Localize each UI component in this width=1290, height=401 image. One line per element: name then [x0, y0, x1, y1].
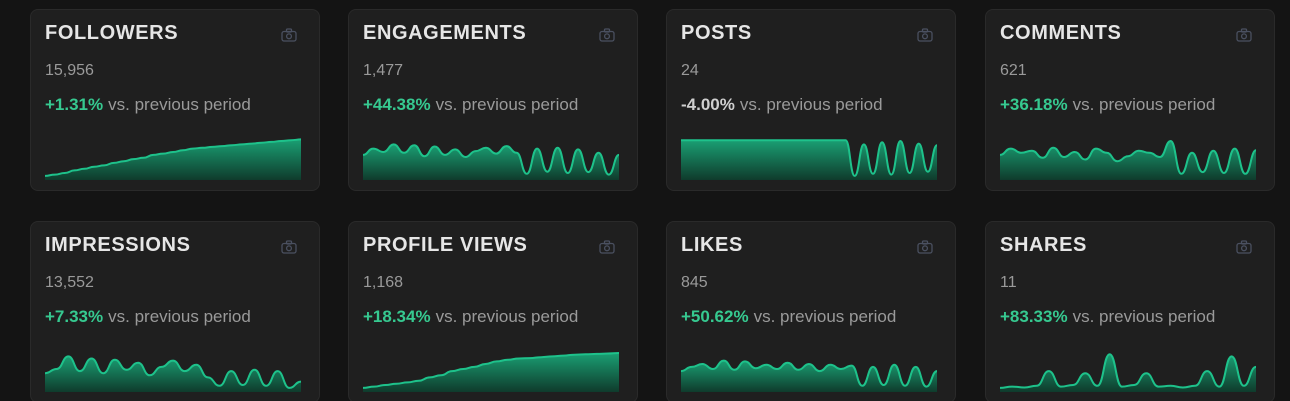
change-row: +36.18% vs. previous period	[1000, 95, 1215, 115]
sparkline-area	[363, 353, 619, 392]
sparkline-line	[45, 355, 301, 389]
metric-value: 845	[681, 274, 708, 291]
change-row: +1.31% vs. previous period	[45, 95, 251, 115]
card-engagements[interactable]: ENGAGEMENTS 1,477 +44.38% vs. previous pe…	[348, 9, 638, 191]
change-suffix: vs. previous period	[753, 307, 897, 326]
sparkline-line	[363, 143, 619, 176]
change-row: +18.34% vs. previous period	[363, 307, 578, 327]
metric-title: LIKES	[681, 234, 743, 256]
metric-value: 24	[681, 62, 699, 79]
change-suffix: vs. previous period	[108, 307, 251, 326]
metric-value: 1,168	[363, 274, 404, 291]
metric-title: POSTS	[681, 22, 752, 44]
change-suffix: vs. previous period	[108, 95, 251, 114]
sparkline-area	[1000, 141, 1256, 180]
camera-icon[interactable]	[281, 28, 297, 42]
change-row: +44.38% vs. previous period	[363, 95, 578, 115]
camera-icon[interactable]	[281, 240, 297, 254]
change-percent: -4.00%	[681, 95, 735, 114]
change-percent: +36.18%	[1000, 95, 1068, 114]
metric-value: 11	[1000, 274, 1017, 291]
change-percent: +44.38%	[363, 95, 431, 114]
sparkline-line	[681, 359, 937, 388]
metric-title: FOLLOWERS	[45, 22, 179, 44]
sparkline-chart	[1000, 353, 1256, 392]
sparkline-line	[1000, 353, 1256, 389]
sparkline-area	[681, 360, 937, 392]
change-percent: +83.33%	[1000, 307, 1068, 326]
sparkline-chart	[681, 139, 937, 180]
sparkline-line	[1000, 139, 1256, 175]
metric-title: ENGAGEMENTS	[363, 22, 527, 44]
metric-value: 13,552	[45, 274, 94, 291]
card-shares[interactable]: SHARES 11 +83.33% vs. previous period	[985, 221, 1275, 401]
sparkline-area	[45, 356, 301, 392]
change-suffix: vs. previous period	[739, 95, 883, 114]
sparkline-area	[681, 140, 937, 180]
sparkline-chart	[363, 352, 619, 392]
change-suffix: vs. previous period	[1072, 95, 1216, 114]
sparkline-line	[363, 352, 619, 389]
metric-value: 15,956	[45, 62, 94, 79]
card-impressions[interactable]: IMPRESSIONS 13,552 +7.33% vs. previous pe…	[30, 221, 320, 401]
metric-title: PROFILE VIEWS	[363, 234, 528, 256]
sparkline-chart	[45, 355, 301, 392]
camera-icon[interactable]	[599, 28, 615, 42]
change-percent: +50.62%	[681, 307, 749, 326]
card-posts[interactable]: POSTS 24 -4.00% vs. previous period	[666, 9, 956, 191]
camera-icon[interactable]	[599, 240, 615, 254]
camera-icon[interactable]	[917, 28, 933, 42]
metric-title: SHARES	[1000, 234, 1087, 256]
metric-value: 621	[1000, 62, 1027, 79]
sparkline-line	[45, 138, 301, 177]
change-suffix: vs. previous period	[435, 95, 579, 114]
card-comments[interactable]: COMMENTS 621 +36.18% vs. previous period	[985, 9, 1275, 191]
camera-icon[interactable]	[1236, 240, 1252, 254]
card-profile-views[interactable]: PROFILE VIEWS 1,168 +18.34% vs. previous …	[348, 221, 638, 401]
change-row: -4.00% vs. previous period	[681, 95, 883, 115]
sparkline-chart	[1000, 139, 1256, 180]
sparkline-chart	[363, 143, 619, 180]
change-suffix: vs. previous period	[1072, 307, 1216, 326]
sparkline-chart	[45, 138, 301, 180]
change-percent: +1.31%	[45, 95, 104, 114]
change-percent: +18.34%	[363, 307, 431, 326]
sparkline-area	[45, 139, 301, 180]
metric-value: 1,477	[363, 62, 404, 79]
metric-title: COMMENTS	[1000, 22, 1122, 44]
change-row: +83.33% vs. previous period	[1000, 307, 1215, 327]
camera-icon[interactable]	[917, 240, 933, 254]
sparkline-chart	[681, 359, 937, 392]
camera-icon[interactable]	[1236, 28, 1252, 42]
card-likes[interactable]: LIKES 845 +50.62% vs. previous period	[666, 221, 956, 401]
change-row: +50.62% vs. previous period	[681, 307, 896, 327]
sparkline-line	[681, 139, 937, 177]
metric-title: IMPRESSIONS	[45, 234, 191, 256]
change-row: +7.33% vs. previous period	[45, 307, 251, 327]
change-percent: +7.33%	[45, 307, 104, 326]
change-suffix: vs. previous period	[435, 307, 579, 326]
card-followers[interactable]: FOLLOWERS 15,956 +1.31% vs. previous peri…	[30, 9, 320, 191]
